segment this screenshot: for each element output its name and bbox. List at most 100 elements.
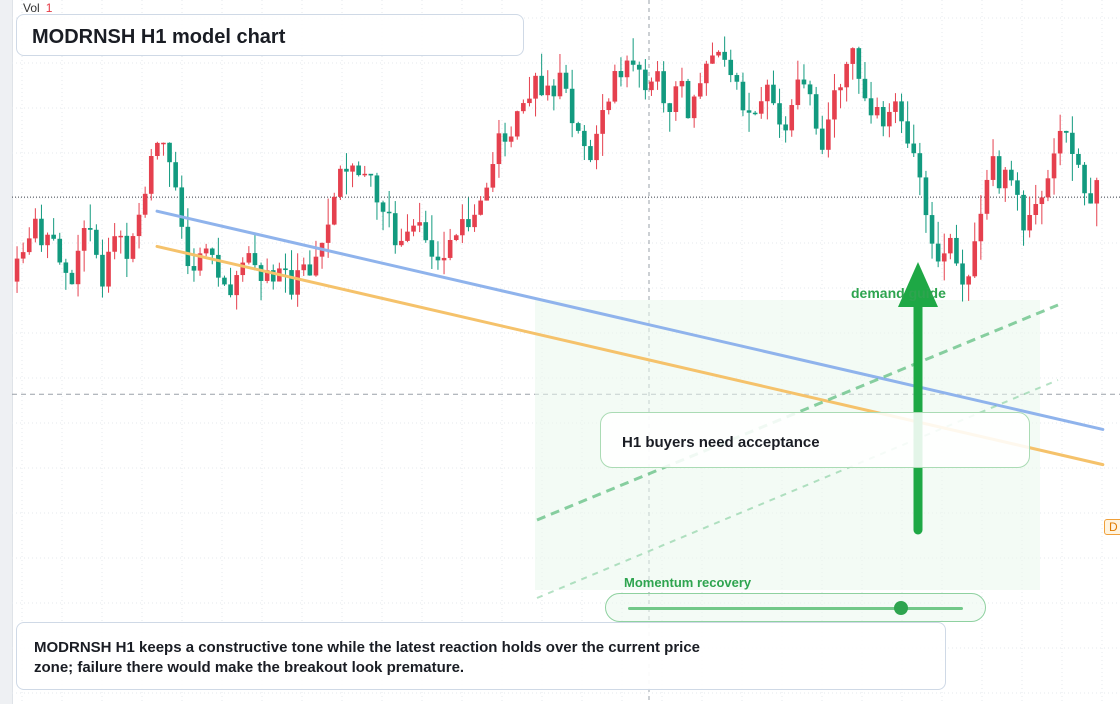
candle-body (124, 235, 130, 259)
candle-body (789, 105, 795, 131)
candle-body (20, 252, 26, 259)
candle-body (941, 253, 947, 262)
candle-body (460, 219, 465, 236)
candle-body (716, 51, 721, 56)
candle-body (612, 71, 618, 102)
candle-body (563, 72, 569, 89)
momentum-track (605, 593, 986, 622)
candle-body (1009, 169, 1014, 181)
candle-body (911, 143, 917, 154)
candle-body (484, 187, 490, 201)
candles (14, 36, 1100, 310)
candle-body (39, 218, 44, 246)
candle-body (45, 234, 50, 246)
candle-body (954, 237, 959, 264)
candle-body (411, 225, 416, 232)
candle-body (51, 234, 56, 239)
momentum-knob[interactable] (893, 601, 908, 615)
candle-body (179, 187, 185, 227)
candle-body (685, 80, 691, 119)
candle-body (972, 241, 978, 277)
price-tag: D (1104, 519, 1120, 535)
candle-body (636, 64, 642, 70)
candle-body (935, 243, 941, 262)
dashed-channel-upper (536, 303, 1059, 522)
candle-body (57, 238, 63, 263)
candle-body (600, 110, 605, 134)
candle-body (417, 222, 422, 226)
candle-body (514, 111, 520, 137)
candle-body (667, 103, 673, 113)
candle-body (453, 235, 459, 240)
candle-body (649, 81, 654, 91)
candle-body (496, 133, 502, 165)
candle-body (478, 200, 483, 215)
candle-body (923, 177, 929, 216)
candle-body (758, 101, 764, 114)
candle-body (1039, 197, 1045, 205)
candle-body (325, 224, 331, 243)
candle-body (1088, 193, 1093, 204)
momentum-line (628, 607, 963, 610)
candle-body (673, 86, 679, 113)
chart-title-box: MODRNSH H1 model chart (16, 14, 524, 56)
candle-body (197, 253, 203, 271)
candle-body (1002, 169, 1008, 189)
candle-body (777, 103, 782, 125)
candle-body (887, 111, 892, 127)
candle-body (472, 214, 477, 228)
candle-body (929, 215, 935, 244)
candle-body (594, 133, 599, 161)
candle-body (539, 75, 544, 96)
candle-body (630, 60, 636, 65)
candle-body (289, 270, 294, 295)
summary-text: MODRNSH H1 keeps a constructive tone whi… (34, 639, 701, 676)
candle-body (26, 238, 32, 253)
candle-body (710, 55, 715, 64)
candle-body (807, 84, 813, 95)
candle-body (527, 98, 532, 104)
candle-body (87, 228, 93, 230)
candle-body (893, 101, 898, 112)
candle-body (167, 142, 172, 163)
candle-body (130, 236, 136, 259)
candle-body (740, 81, 746, 111)
candle-body (155, 142, 160, 157)
candle-body (819, 128, 825, 150)
candle-body (624, 60, 630, 78)
candle-body (1070, 132, 1075, 154)
candle-body (1094, 180, 1100, 204)
candle-body (81, 228, 87, 251)
candle-body (423, 222, 429, 241)
candle-body (655, 71, 660, 82)
candle-body (447, 239, 453, 258)
candle-body (606, 101, 612, 111)
candle-body (1045, 178, 1051, 198)
candle-body (508, 136, 514, 142)
left-scale-strip (0, 0, 13, 704)
candle-body (234, 275, 239, 296)
candle-body (435, 256, 441, 261)
candle-body (405, 231, 410, 241)
candle-body (399, 240, 404, 246)
candle-body (856, 48, 862, 79)
candle-body (765, 84, 770, 102)
candle-body (191, 266, 197, 271)
candle-body (295, 270, 300, 295)
candle-body (533, 75, 538, 99)
candle-body (118, 235, 124, 238)
candle-body (264, 270, 270, 281)
candle-body (874, 107, 880, 116)
candle-body (899, 101, 904, 122)
candle-body (722, 51, 727, 60)
candle-body (966, 276, 971, 285)
candle-body (661, 71, 666, 104)
candle-body (582, 130, 587, 147)
candle-body (270, 270, 276, 282)
candle-body (14, 258, 20, 282)
candle-body (301, 264, 307, 271)
volume-label: Vol 1 (23, 1, 52, 15)
candle-body (746, 110, 752, 113)
candle-body (63, 262, 69, 273)
